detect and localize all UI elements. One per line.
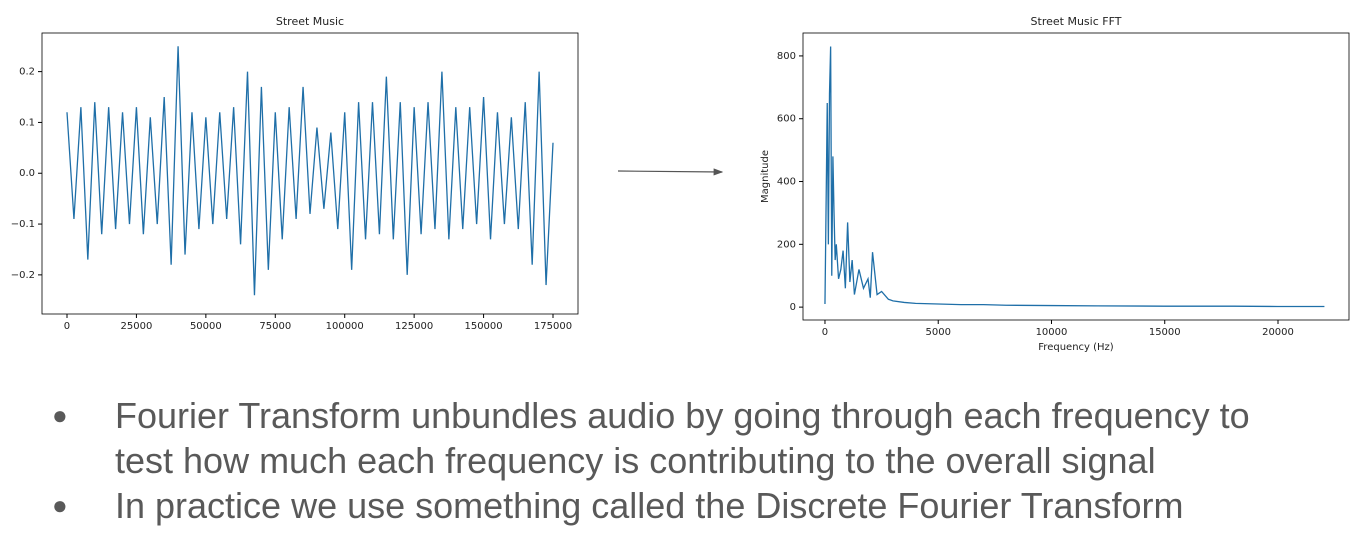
x-tick-label: 25000 xyxy=(121,321,153,332)
x-tick-label: 20000 xyxy=(1262,327,1294,338)
x-tick-label: 75000 xyxy=(259,321,291,332)
x-tick-label: 150000 xyxy=(464,321,502,332)
plot-frame xyxy=(41,32,579,315)
y-tick-label: 600 xyxy=(777,114,796,125)
bullet-list: Fourier Transform unbundles audio by goi… xyxy=(0,393,1365,528)
y-tick-label: 0.0 xyxy=(19,168,35,179)
x-tick-label: 0 xyxy=(64,321,70,332)
data-line xyxy=(66,46,554,296)
plot-frame xyxy=(802,32,1350,321)
bullet: In practice we use something called the … xyxy=(0,483,1275,528)
x-tick-label: 125000 xyxy=(395,321,433,332)
y-tick-label: −0.1 xyxy=(11,219,35,230)
y-tick-label: −0.2 xyxy=(11,270,35,281)
y-tick-label: 200 xyxy=(777,239,796,250)
x-tick-label: 50000 xyxy=(190,321,222,332)
chart-title: Street Music FFT xyxy=(1031,15,1122,28)
bullet: Fourier Transform unbundles audio by goi… xyxy=(0,393,1275,483)
arrow xyxy=(617,168,724,176)
x-tick-label: 0 xyxy=(822,327,828,338)
x-tick-label: 100000 xyxy=(326,321,364,332)
x-tick-label: 5000 xyxy=(925,327,950,338)
x-axis-label: Frequency (Hz) xyxy=(1038,342,1114,353)
x-tick-label: 175000 xyxy=(534,321,572,332)
chart-title: Street Music xyxy=(276,15,344,28)
y-tick-label: 0.1 xyxy=(19,117,35,128)
data-line xyxy=(824,46,1325,308)
y-tick-label: 800 xyxy=(777,51,796,62)
y-tick-label: 0 xyxy=(790,302,796,313)
y-tick-label: 400 xyxy=(777,177,796,188)
x-tick-label: 10000 xyxy=(1036,327,1068,338)
y-axis-label: Magnitude xyxy=(760,150,771,203)
y-tick-label: 0.2 xyxy=(19,67,35,78)
x-tick-label: 15000 xyxy=(1149,327,1181,338)
